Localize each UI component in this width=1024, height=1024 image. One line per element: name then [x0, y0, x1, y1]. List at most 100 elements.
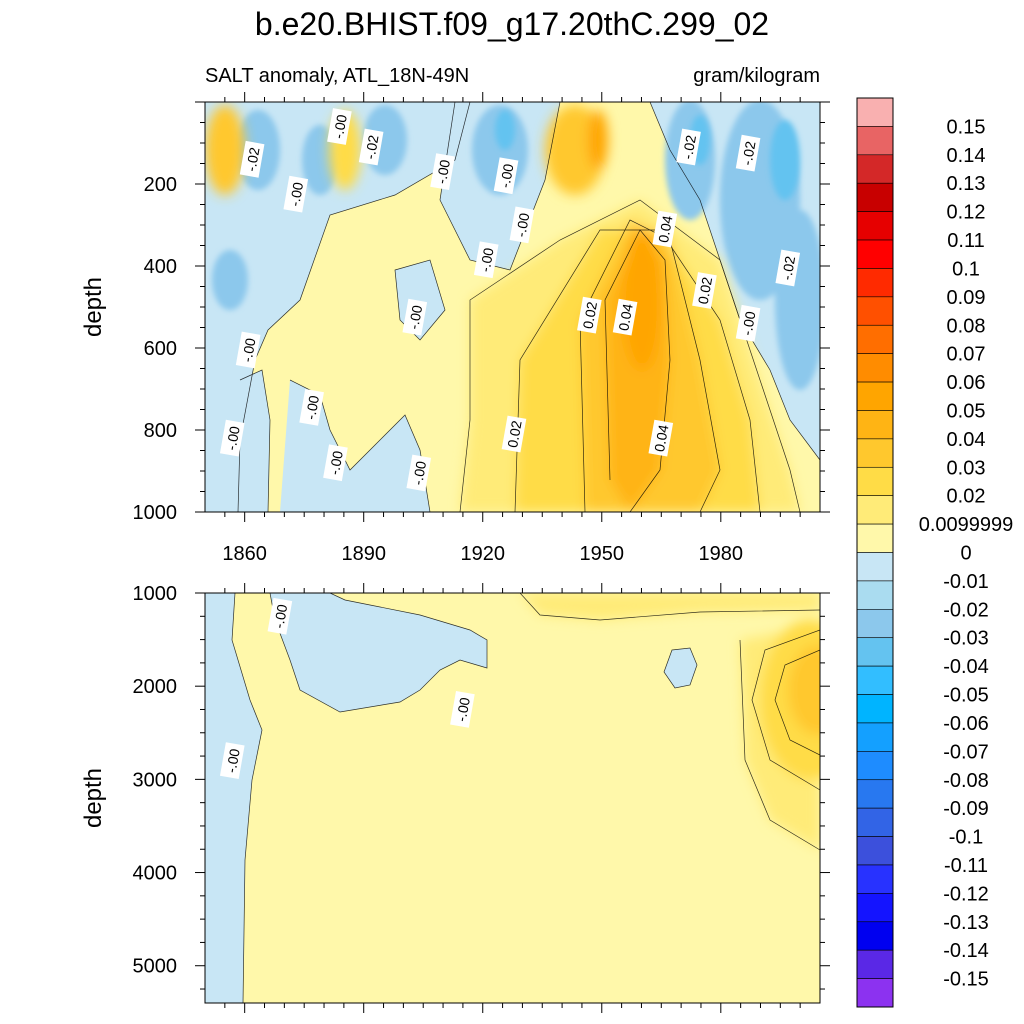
- contour-label: -.00: [402, 298, 428, 336]
- x-tick-label: 1950: [580, 543, 625, 565]
- colorbar-swatch: [856, 324, 894, 354]
- lower-contour: [269, 593, 488, 713]
- colorbar-swatch: [856, 523, 894, 553]
- contour-label: -.00: [735, 304, 761, 342]
- colorbar-swatch: [856, 580, 894, 610]
- y-tick-label: 400: [144, 256, 177, 278]
- colorbar-swatch: [856, 552, 894, 582]
- contour-label-box: [402, 298, 428, 336]
- lower-neg-right-blob: [664, 648, 697, 688]
- contour-label-text: -.00: [453, 696, 473, 723]
- contour-label-box: [235, 331, 261, 369]
- contour-label-text: -.02: [243, 146, 263, 173]
- colorbar-swatch: [856, 154, 894, 184]
- figure-title: b.e20.BHIST.f09_g17.20thC.299_02: [255, 6, 769, 42]
- upper-blue-patch: [775, 210, 820, 390]
- y-tick-label: 3000: [133, 769, 178, 791]
- contour-label: -.00: [283, 175, 309, 213]
- colorbar-frame: [856, 97, 894, 1008]
- contour-label: -.00: [473, 241, 499, 279]
- colorbar-level-label: 0.09: [947, 287, 986, 309]
- contour-label-text: -.00: [739, 310, 759, 337]
- contour-label-text: -.00: [433, 158, 453, 185]
- contour-label-box: [501, 415, 527, 453]
- colorbar-swatch: [856, 609, 894, 639]
- contour-label-text: 0.04: [651, 423, 672, 453]
- contour-label-box: [327, 108, 352, 145]
- upper-pos-hotspot: [622, 230, 662, 370]
- colorbar-level-label: 0.07: [947, 344, 986, 366]
- colorbar-swatch: [856, 381, 894, 411]
- colorbar-level-label: -0.06: [943, 713, 989, 735]
- colorbar-level-label: -0.12: [943, 883, 989, 905]
- y-tick-label: 1000: [133, 583, 178, 605]
- colorbar-level-label: -0.15: [943, 969, 989, 991]
- colorbar-swatch: [856, 978, 894, 1008]
- contour-label: -.00: [509, 206, 535, 244]
- upper-contour: [649, 102, 820, 461]
- y-tick-label: 1000: [133, 502, 178, 524]
- colorbar-swatch: [856, 921, 894, 951]
- lower-contour: [774, 649, 820, 756]
- contour-label-box: [430, 153, 455, 191]
- colorbar-swatch: [856, 807, 894, 837]
- contour-label: -.00: [299, 388, 324, 426]
- contour-label-text: -.02: [778, 255, 798, 282]
- colorbar-level-label: -0.14: [943, 940, 989, 962]
- x-tick-label: 1860: [222, 543, 267, 565]
- upper-contour: [604, 229, 671, 512]
- contour-label-box: [692, 272, 717, 309]
- y-tick-label: 200: [144, 174, 177, 196]
- colorbar-swatch: [856, 182, 894, 212]
- lower-contour: [751, 629, 820, 791]
- left-subtitle: SALT anomaly, ATL_18N-49N: [205, 65, 469, 87]
- colorbar-swatch: [856, 949, 894, 979]
- contour-label: 0.04: [652, 210, 678, 248]
- colorbar-swatch: [856, 97, 894, 127]
- colorbar-level-label: 0.05: [947, 400, 986, 422]
- contour-label-text: -.00: [326, 449, 346, 476]
- contour-label-box: [323, 444, 348, 482]
- contour-label-text: -.00: [497, 162, 517, 189]
- colorbar-swatch: [856, 438, 894, 468]
- colorbar-swatch: [856, 353, 894, 383]
- contour-label: -.02: [775, 249, 801, 287]
- lower-contour: [739, 639, 820, 851]
- colorbar-swatch: [856, 126, 894, 156]
- contour-label: 0.02: [501, 415, 527, 453]
- lower-negative-regions: [205, 593, 697, 1003]
- lower-contour: [663, 647, 698, 689]
- colorbar-level-label: -0.13: [943, 912, 989, 934]
- y-tick-label: 5000: [133, 956, 178, 978]
- contour-label-box: [219, 419, 245, 457]
- lower-plot-frame: [204, 592, 821, 1004]
- contour-label-text: -.00: [405, 304, 425, 331]
- contour-label: 0.04: [648, 419, 674, 457]
- upper-pos-surface: [588, 110, 608, 170]
- contour-label: -.02: [239, 140, 265, 178]
- colorbar-swatch: [856, 637, 894, 667]
- contour-label: -.00: [430, 153, 455, 191]
- colorbar-level-label: -0.08: [943, 770, 989, 792]
- contour-label-text: 0.02: [695, 276, 716, 306]
- contour-label-text: -.02: [362, 134, 382, 161]
- contour-label-text: -.00: [223, 425, 243, 452]
- colorbar-level-label: -0.03: [943, 628, 989, 650]
- colorbar-swatch: [856, 864, 894, 894]
- contour-label: -.02: [676, 128, 701, 166]
- colorbar-level-label: 0.04: [947, 429, 986, 451]
- lower-neg-upper-middle: [270, 593, 487, 712]
- contour-label: -.00: [493, 157, 519, 195]
- contour-label-box: [648, 419, 674, 457]
- colorbar-level-label: 0.14: [947, 145, 986, 167]
- colorbar-level-label: -0.07: [943, 741, 989, 763]
- contour-label: -.00: [235, 331, 261, 369]
- contour-label: 0.02: [692, 272, 717, 309]
- contour-label-box: [652, 210, 678, 248]
- x-tick-label: 1980: [699, 543, 744, 565]
- colorbar-level-label: -0.01: [943, 571, 989, 593]
- contour-label-text: -.00: [330, 113, 350, 140]
- lower-panel: 1000 2000 3000 4000 5000 depth -.00 -.00 -.00: [80, 583, 830, 1013]
- colorbar-level-label: 0: [960, 543, 971, 565]
- contour-label-text: 0.04: [655, 214, 676, 244]
